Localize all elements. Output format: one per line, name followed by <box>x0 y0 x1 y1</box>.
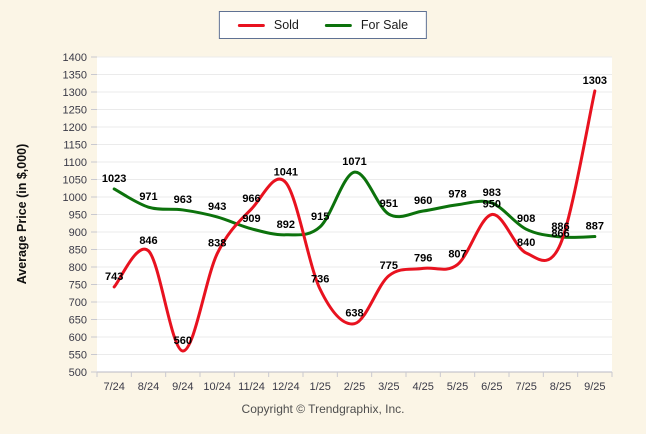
x-tick-label: 9/25 <box>584 381 605 393</box>
y-tick-label: 950 <box>69 210 87 222</box>
data-label: 887 <box>586 221 604 233</box>
data-label: 775 <box>380 260 398 272</box>
legend-item-sold: Sold <box>237 18 299 32</box>
x-tick-label: 5/25 <box>447 381 468 393</box>
data-label: 743 <box>105 271 123 283</box>
data-label: 951 <box>380 198 398 210</box>
price-line-chart: 500 550 600 650 700 750 800 850 900 950 1000 1050 11… <box>63 52 613 393</box>
y-tick-label: 1100 <box>63 157 87 169</box>
legend-label-for-sale: For Sale <box>360 18 409 32</box>
data-label: 983 <box>483 187 501 199</box>
data-label: 978 <box>448 189 466 201</box>
data-label: 1071 <box>342 156 366 168</box>
y-tick-label: 900 <box>69 227 87 239</box>
data-label: 886 <box>551 221 569 233</box>
data-label: 971 <box>139 191 157 203</box>
y-tick-label: 1300 <box>63 87 87 99</box>
y-tick-label: 800 <box>69 262 87 274</box>
x-tick-label: 1/25 <box>309 381 330 393</box>
y-tick-label: 550 <box>69 350 87 362</box>
y-tick-label: 850 <box>69 245 87 257</box>
data-label: 960 <box>414 195 432 207</box>
data-label: 1041 <box>274 167 298 179</box>
data-label: 638 <box>345 308 363 320</box>
for-sale-line-swatch <box>324 23 352 27</box>
x-tick-label: 7/25 <box>515 381 536 393</box>
data-label: 560 <box>174 335 192 347</box>
x-tick-label: 7/24 <box>103 381 124 393</box>
copyright-footer: Copyright © Trendgraphix, Inc. <box>241 402 405 416</box>
x-tick-label: 8/25 <box>550 381 571 393</box>
data-label: 950 <box>483 199 501 211</box>
x-tick-label: 8/24 <box>138 381 159 393</box>
x-tick-label: 4/25 <box>412 381 433 393</box>
y-tick-label: 600 <box>69 332 87 344</box>
data-label: 892 <box>277 219 295 231</box>
x-tick-label: 9/24 <box>172 381 193 393</box>
data-label: 1303 <box>583 75 607 87</box>
x-tick-label: 11/24 <box>238 381 265 393</box>
data-label: 796 <box>414 252 432 264</box>
legend-item-for-sale: For Sale <box>324 18 409 32</box>
x-tick-label: 2/25 <box>344 381 365 393</box>
y-tick-label: 500 <box>69 367 87 379</box>
y-tick-label: 1150 <box>63 140 87 152</box>
y-tick-label: 1350 <box>63 70 87 82</box>
data-label: 963 <box>174 194 192 206</box>
data-label: 807 <box>448 249 466 261</box>
sold-line <box>112 89 597 353</box>
for-sale-line <box>112 170 597 239</box>
data-label: 736 <box>311 273 329 285</box>
legend: Sold For Sale <box>218 11 428 39</box>
x-tick-label: 10/24 <box>203 381 231 393</box>
data-label: 1023 <box>102 173 126 185</box>
data-label: 840 <box>517 237 535 249</box>
y-tick-label: 650 <box>69 315 87 327</box>
x-tick-label: 6/25 <box>481 381 502 393</box>
data-label: 846 <box>139 235 157 247</box>
data-label: 909 <box>242 213 260 225</box>
data-label: 966 <box>242 193 260 205</box>
y-tick-label: 1250 <box>63 105 87 117</box>
data-label: 915 <box>311 211 329 223</box>
sold-line-swatch <box>237 23 265 27</box>
legend-label-sold: Sold <box>273 18 299 32</box>
y-tick-label: 1050 <box>63 175 87 187</box>
y-tick-label: 1400 <box>63 52 87 64</box>
data-label: 908 <box>517 213 535 225</box>
x-tick-label: 12/24 <box>272 381 300 393</box>
data-label: 838 <box>208 238 226 250</box>
data-label: 943 <box>208 201 226 213</box>
y-tick-label: 750 <box>69 280 87 292</box>
y-tick-label: 1200 <box>63 122 87 134</box>
x-tick-label: 3/25 <box>378 381 399 393</box>
data-label: 866 <box>551 228 569 240</box>
y-tick-label: 700 <box>69 297 87 309</box>
y-tick-label: 1000 <box>63 192 87 204</box>
